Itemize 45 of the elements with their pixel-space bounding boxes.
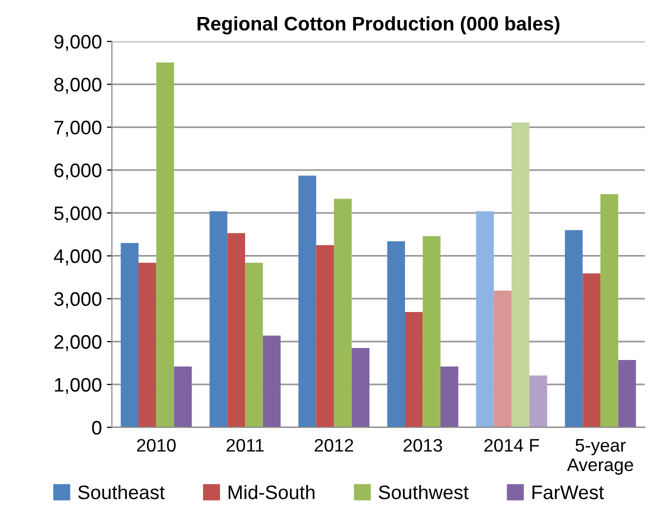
bar [227, 233, 246, 428]
bar [138, 262, 156, 428]
y-tick-label: 5,000 [54, 206, 102, 222]
x-tick-label: 5-year Average [566, 439, 634, 475]
bar [387, 241, 405, 428]
bar [334, 198, 352, 428]
y-tick-label: 9,000 [54, 34, 102, 51]
legend-label: Mid-South [228, 484, 314, 500]
y-tick-label: 4,000 [54, 249, 102, 266]
y-tick-label: 6,000 [54, 164, 102, 180]
bar [405, 312, 423, 428]
bar [156, 62, 174, 428]
y-tick-label: 0 [92, 420, 102, 435]
bar [618, 360, 636, 428]
bar [120, 242, 139, 428]
x-tick-label: 2013 [404, 438, 442, 452]
bar [494, 290, 512, 428]
y-tick-label: 1,000 [54, 378, 102, 394]
bar [600, 194, 618, 428]
bar [298, 176, 316, 428]
chart-title: Regional Cotton Production (000 bales) [198, 16, 560, 34]
y-tick-label: 2,000 [54, 335, 102, 352]
bar [422, 236, 441, 428]
bar [262, 336, 281, 428]
x-tick-label: 2010 [137, 438, 176, 452]
y-tick-label: 7,000 [54, 120, 102, 137]
x-tick-label: 2014 F [484, 438, 539, 452]
bar [174, 366, 192, 428]
bar [582, 273, 600, 428]
bar [210, 211, 228, 428]
bar [245, 262, 263, 428]
bar [564, 230, 583, 428]
legend-label: FarWest [532, 486, 604, 500]
x-tick-label: 2012 [314, 438, 354, 452]
y-tick-label: 8,000 [54, 78, 102, 94]
bar [352, 348, 370, 428]
bar [440, 366, 458, 428]
y-tick-label: 3,000 [54, 292, 102, 308]
x-tick-label: 2011 [226, 438, 264, 452]
legend-label: Southwest [378, 484, 469, 500]
bar [529, 375, 548, 428]
legend-label: Southeast [78, 484, 165, 500]
bar [476, 211, 494, 428]
bar [316, 245, 334, 428]
bar [512, 122, 530, 428]
